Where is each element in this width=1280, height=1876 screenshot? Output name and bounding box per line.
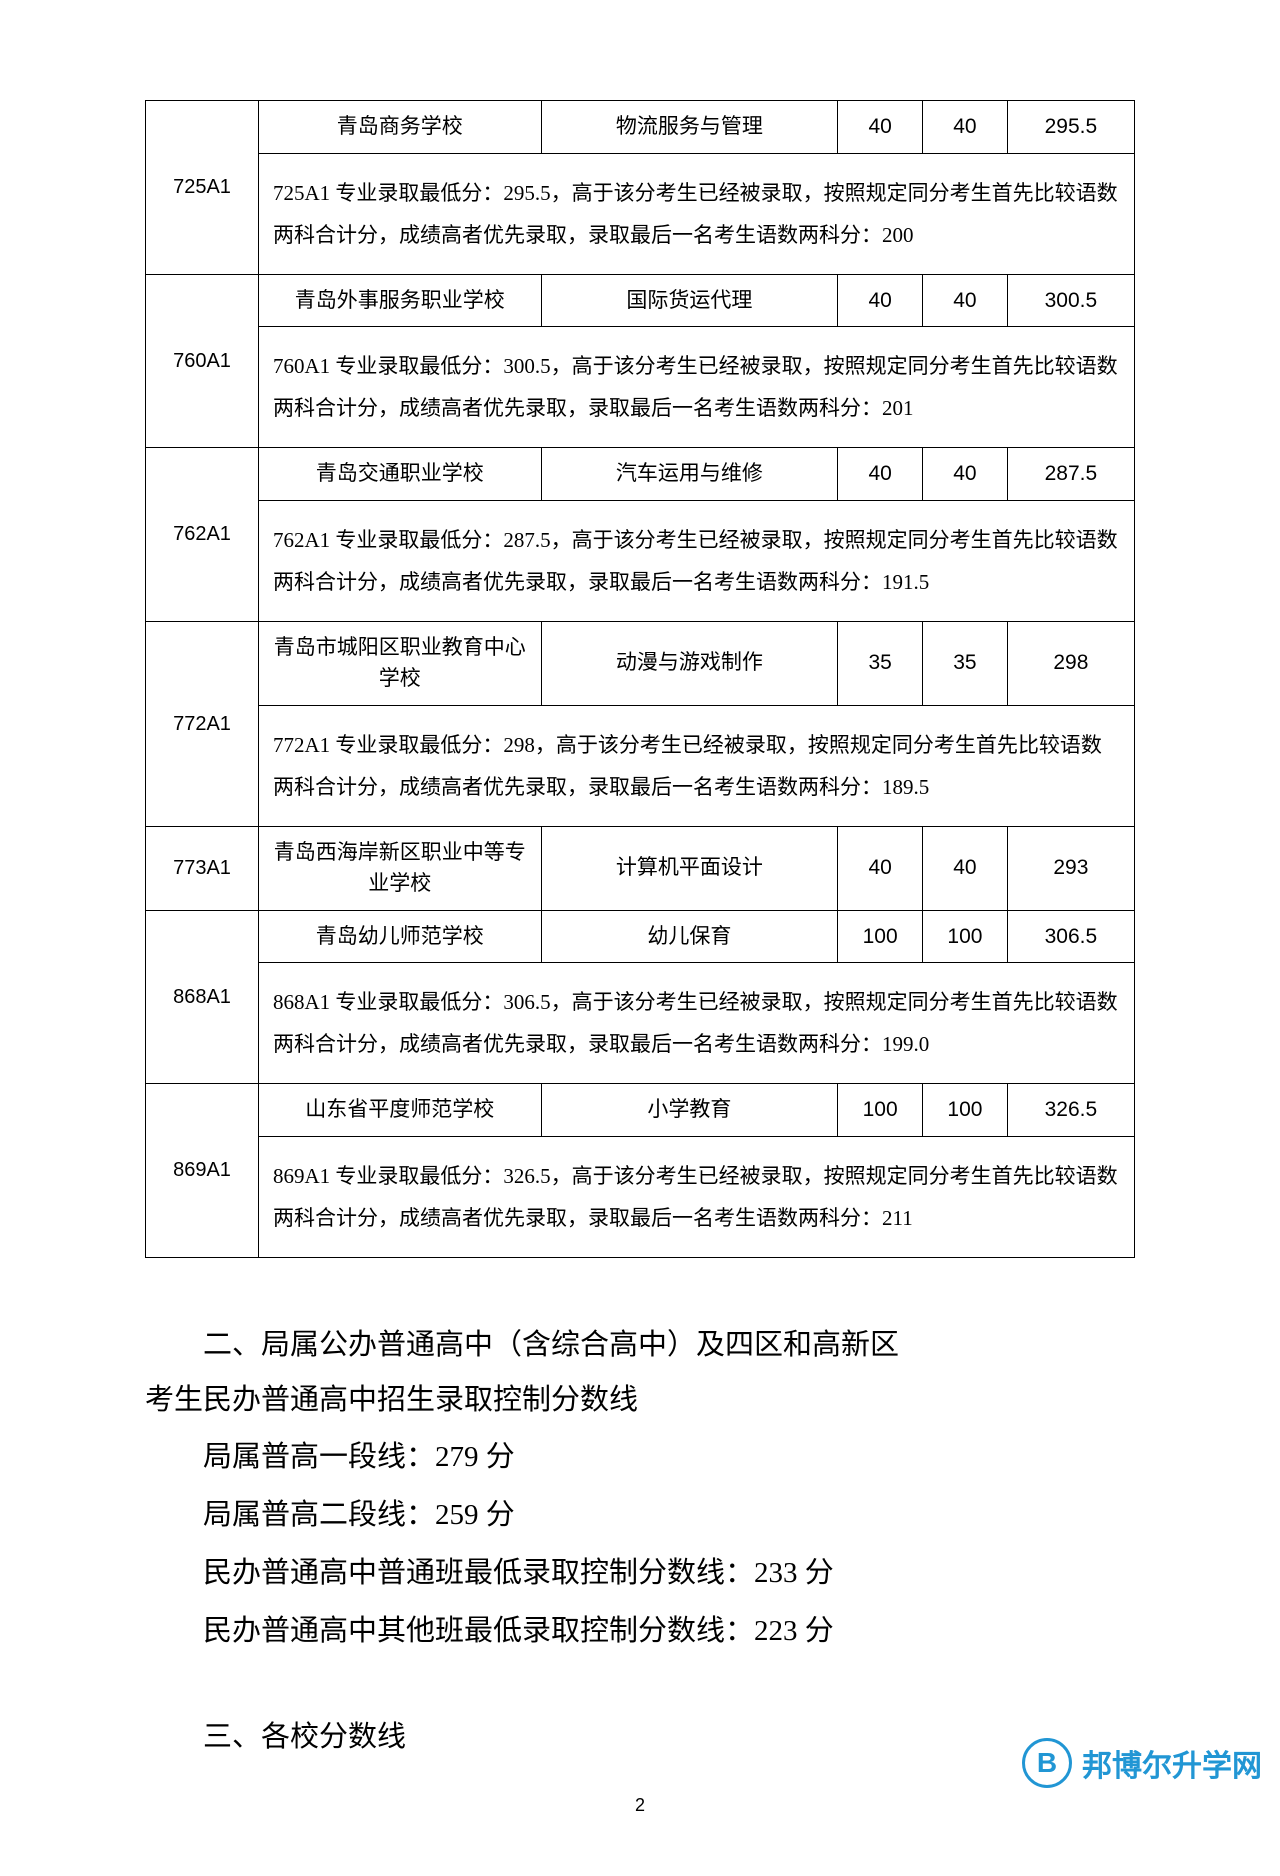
table-num1-cell: 40 <box>838 274 923 327</box>
table-school-cell: 青岛商务学校 <box>259 101 542 154</box>
table-num1-cell: 40 <box>838 826 923 910</box>
score-line-3: 民办普通高中普通班最低录取控制分数线：233 分 <box>145 1544 1135 1602</box>
table-score-cell: 298 <box>1007 621 1134 705</box>
table-num2-cell: 40 <box>923 448 1008 501</box>
table-major-cell: 幼儿保育 <box>541 910 838 963</box>
document-page: 725A1青岛商务学校物流服务与管理4040295.5725A1 专业录取最低分… <box>0 0 1280 1876</box>
table-major-cell: 国际货运代理 <box>541 274 838 327</box>
table-school-cell: 青岛交通职业学校 <box>259 448 542 501</box>
table-school-cell: 青岛外事服务职业学校 <box>259 274 542 327</box>
table-note-cell: 868A1 专业录取最低分：306.5，高于该分考生已经被录取，按照规定同分考生… <box>259 963 1135 1084</box>
table-num2-cell: 35 <box>923 621 1008 705</box>
table-major-cell: 计算机平面设计 <box>541 826 838 910</box>
section-3-heading: 三、各校分数线 <box>145 1710 1135 1765</box>
table-major-cell: 物流服务与管理 <box>541 101 838 154</box>
page-number: 2 <box>145 1795 1135 1816</box>
table-score-cell: 306.5 <box>1007 910 1134 963</box>
table-num2-cell: 40 <box>923 826 1008 910</box>
table-num1-cell: 35 <box>838 621 923 705</box>
table-note-cell: 760A1 专业录取最低分：300.5，高于该分考生已经被录取，按照规定同分考生… <box>259 327 1135 448</box>
score-line-4: 民办普通高中其他班最低录取控制分数线：223 分 <box>145 1602 1135 1660</box>
table-school-cell: 青岛市城阳区职业教育中心学校 <box>259 621 542 705</box>
table-school-cell: 青岛幼儿师范学校 <box>259 910 542 963</box>
table-score-cell: 295.5 <box>1007 101 1134 154</box>
table-major-cell: 小学教育 <box>541 1084 838 1137</box>
watermark-logo-icon: B <box>1022 1738 1072 1788</box>
admission-table: 725A1青岛商务学校物流服务与管理4040295.5725A1 专业录取最低分… <box>145 100 1135 1258</box>
table-code-cell: 773A1 <box>146 826 259 910</box>
table-school-cell: 青岛西海岸新区职业中等专业学校 <box>259 826 542 910</box>
table-note-cell: 772A1 专业录取最低分：298，高于该分考生已经被录取，按照规定同分考生首先… <box>259 705 1135 826</box>
table-school-cell: 山东省平度师范学校 <box>259 1084 542 1137</box>
section-2: 二、局属公办普通高中（含综合高中）及四区和高新区 考生民办普通高中招生录取控制分… <box>145 1318 1135 1660</box>
table-score-cell: 287.5 <box>1007 448 1134 501</box>
table-code-cell: 868A1 <box>146 910 259 1084</box>
table-code-cell: 762A1 <box>146 448 259 622</box>
section-3: 三、各校分数线 <box>145 1710 1135 1765</box>
table-num1-cell: 100 <box>838 910 923 963</box>
table-score-cell: 300.5 <box>1007 274 1134 327</box>
table-score-cell: 326.5 <box>1007 1084 1134 1137</box>
table-major-cell: 汽车运用与维修 <box>541 448 838 501</box>
section-2-heading-line2: 考生民办普通高中招生录取控制分数线 <box>145 1373 1135 1428</box>
section-2-heading-line1: 二、局属公办普通高中（含综合高中）及四区和高新区 <box>145 1318 1135 1373</box>
table-num1-cell: 40 <box>838 101 923 154</box>
table-code-cell: 772A1 <box>146 621 259 826</box>
score-line-1: 局属普高一段线：279 分 <box>145 1428 1135 1486</box>
table-major-cell: 动漫与游戏制作 <box>541 621 838 705</box>
table-num2-cell: 100 <box>923 910 1008 963</box>
score-line-2: 局属普高二段线：259 分 <box>145 1486 1135 1544</box>
table-note-cell: 725A1 专业录取最低分：295.5，高于该分考生已经被录取，按照规定同分考生… <box>259 153 1135 274</box>
table-num1-cell: 40 <box>838 448 923 501</box>
table-num2-cell: 100 <box>923 1084 1008 1137</box>
table-note-cell: 762A1 专业录取最低分：287.5，高于该分考生已经被录取，按照规定同分考生… <box>259 500 1135 621</box>
table-num1-cell: 100 <box>838 1084 923 1137</box>
table-code-cell: 869A1 <box>146 1084 259 1258</box>
table-code-cell: 760A1 <box>146 274 259 448</box>
table-note-cell: 869A1 专业录取最低分：326.5，高于该分考生已经被录取，按照规定同分考生… <box>259 1136 1135 1257</box>
table-code-cell: 725A1 <box>146 101 259 275</box>
table-score-cell: 293 <box>1007 826 1134 910</box>
table-num2-cell: 40 <box>923 274 1008 327</box>
watermark-text: 邦博尔升学网 <box>1082 1741 1262 1785</box>
table-num2-cell: 40 <box>923 101 1008 154</box>
watermark: B 邦博尔升学网 <box>1022 1738 1262 1788</box>
